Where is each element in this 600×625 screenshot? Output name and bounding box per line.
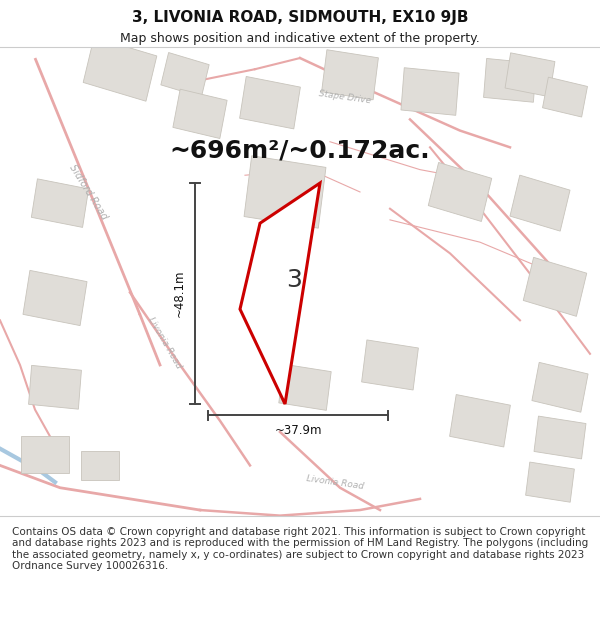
Polygon shape (484, 59, 536, 102)
Polygon shape (401, 68, 459, 116)
Polygon shape (240, 183, 320, 404)
Text: Contains OS data © Crown copyright and database right 2021. This information is : Contains OS data © Crown copyright and d… (12, 526, 588, 571)
Text: Stape Drive: Stape Drive (318, 89, 372, 105)
Polygon shape (428, 162, 492, 221)
Polygon shape (173, 89, 227, 139)
Polygon shape (505, 53, 555, 97)
Polygon shape (362, 340, 418, 390)
Polygon shape (523, 258, 587, 316)
Text: Livonia Road: Livonia Road (146, 315, 184, 370)
Text: ~48.1m: ~48.1m (173, 270, 185, 318)
Polygon shape (279, 364, 331, 411)
Polygon shape (31, 179, 89, 227)
Polygon shape (449, 394, 511, 447)
Polygon shape (161, 52, 209, 97)
Text: Sidford Road: Sidford Road (67, 162, 109, 221)
Text: 3, LIVONIA ROAD, SIDMOUTH, EX10 9JB: 3, LIVONIA ROAD, SIDMOUTH, EX10 9JB (132, 10, 468, 25)
Polygon shape (534, 416, 586, 459)
Text: Map shows position and indicative extent of the property.: Map shows position and indicative extent… (120, 32, 480, 45)
Polygon shape (83, 37, 157, 101)
Polygon shape (21, 436, 69, 472)
Polygon shape (29, 366, 82, 409)
Text: ~37.9m: ~37.9m (274, 424, 322, 438)
Text: ~696m²/~0.172ac.: ~696m²/~0.172ac. (170, 139, 430, 162)
Polygon shape (526, 462, 574, 503)
Polygon shape (322, 50, 379, 100)
Polygon shape (542, 77, 587, 117)
Polygon shape (244, 156, 326, 228)
Text: Livonia Road: Livonia Road (305, 474, 364, 491)
Polygon shape (23, 271, 87, 326)
Polygon shape (510, 175, 570, 231)
Polygon shape (532, 362, 588, 412)
Polygon shape (81, 451, 119, 480)
Text: 3: 3 (286, 268, 302, 292)
Polygon shape (239, 76, 301, 129)
